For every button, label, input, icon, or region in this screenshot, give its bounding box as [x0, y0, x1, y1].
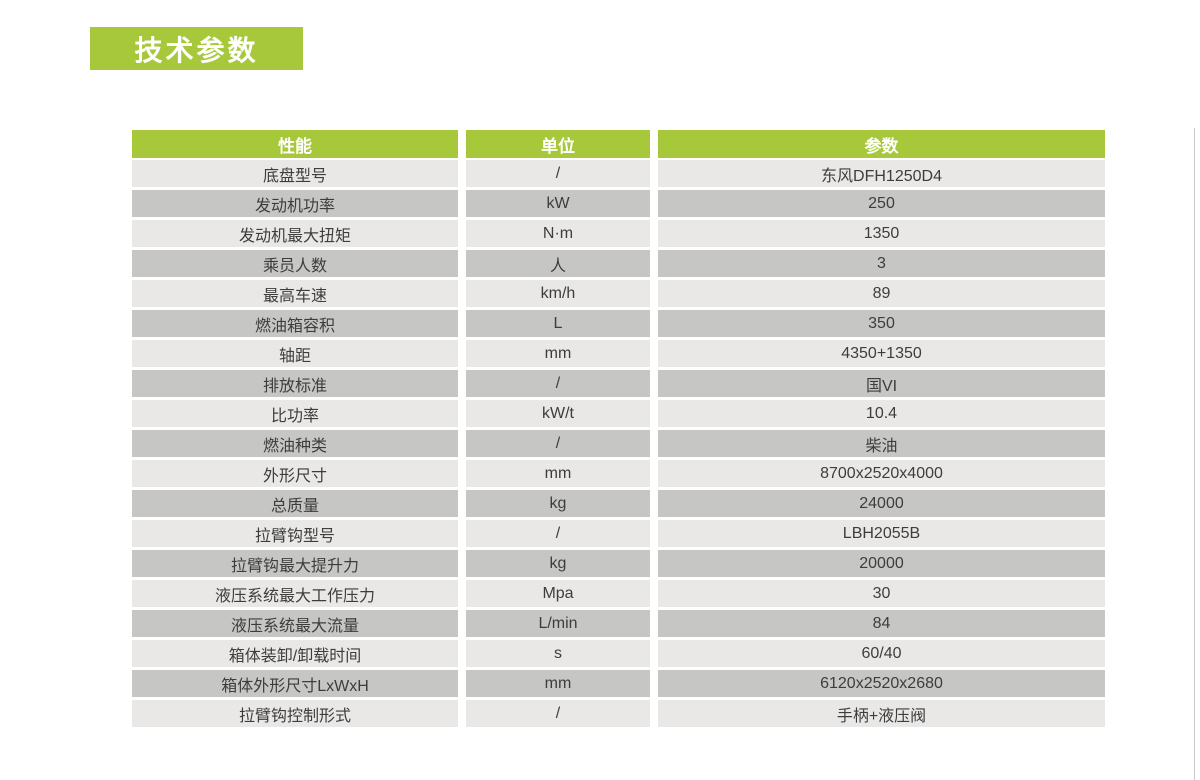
spec-unit-cell: 人	[466, 250, 650, 277]
spec-unit-cell: /	[466, 700, 650, 727]
spec-unit-cell: L/min	[466, 610, 650, 637]
spec-value-cell: 10.4	[658, 400, 1105, 427]
spec-label-cell: 外形尺寸	[132, 460, 458, 487]
spec-label-cell: 箱体装卸/卸载时间	[132, 640, 458, 667]
spec-label-cell: 发动机最大扭矩	[132, 220, 458, 247]
table-row: 拉臂钩最大提升力 kg 20000	[132, 550, 1105, 577]
spec-label-cell: 拉臂钩最大提升力	[132, 550, 458, 577]
table-row: 燃油种类 / 柴油	[132, 430, 1105, 457]
spec-unit-cell: mm	[466, 460, 650, 487]
spec-label-cell: 拉臂钩控制形式	[132, 700, 458, 727]
spec-label-cell: 比功率	[132, 400, 458, 427]
spec-value-cell: 3	[658, 250, 1105, 277]
table-row: 拉臂钩控制形式 / 手柄+液压阀	[132, 700, 1105, 727]
table-row: 液压系统最大工作压力 Mpa 30	[132, 580, 1105, 607]
spec-label-cell: 发动机功率	[132, 190, 458, 217]
table-header-row: 性能 单位 参数	[132, 130, 1105, 158]
spec-label-cell: 乘员人数	[132, 250, 458, 277]
spec-unit-cell: /	[466, 520, 650, 547]
table-row: 箱体装卸/卸载时间 s 60/40	[132, 640, 1105, 667]
spec-unit-cell: s	[466, 640, 650, 667]
column-header-performance: 性能	[132, 130, 458, 158]
table-row: 轴距 mm 4350+1350	[132, 340, 1105, 367]
column-header-parameter: 参数	[658, 130, 1105, 158]
column-header-unit: 单位	[466, 130, 650, 158]
table-row: 乘员人数人 3	[132, 250, 1105, 277]
table-row: 箱体外形尺寸LxWxH mm 6120x2520x2680	[132, 670, 1105, 697]
spec-value-cell: 60/40	[658, 640, 1105, 667]
spec-value-cell: 350	[658, 310, 1105, 337]
spec-label-cell: 底盘型号	[132, 160, 458, 187]
spec-label-cell: 最高车速	[132, 280, 458, 307]
table-row: 发动机功率 kW 250	[132, 190, 1105, 217]
spec-value-cell: 89	[658, 280, 1105, 307]
table-row: 比功率 kW/t 10.4	[132, 400, 1105, 427]
spec-label-cell: 排放标准	[132, 370, 458, 397]
spec-label-cell: 轴距	[132, 340, 458, 367]
spec-value-cell: 8700x2520x4000	[658, 460, 1105, 487]
spec-value-cell: 4350+1350	[658, 340, 1105, 367]
spec-unit-cell: kg	[466, 490, 650, 517]
spec-label-cell: 总质量	[132, 490, 458, 517]
spec-unit-cell: kW	[466, 190, 650, 217]
spec-label-cell: 液压系统最大工作压力	[132, 580, 458, 607]
table-row: 底盘型号 / 东风DFH1250D4	[132, 160, 1105, 187]
spec-unit-cell: kg	[466, 550, 650, 577]
spec-unit-cell: L	[466, 310, 650, 337]
spec-unit-cell: /	[466, 370, 650, 397]
page-title: 技术参数	[90, 27, 303, 70]
spec-label-cell: 液压系统最大流量	[132, 610, 458, 637]
spec-value-cell: 手柄+液压阀	[658, 700, 1105, 727]
table-row: 总质量 kg 24000	[132, 490, 1105, 517]
table-row: 外形尺寸 mm 8700x2520x4000	[132, 460, 1105, 487]
spec-unit-cell: /	[466, 160, 650, 187]
spec-value-cell: 柴油	[658, 430, 1105, 457]
spec-label-cell: 燃油箱容积	[132, 310, 458, 337]
table-row: 液压系统最大流量 L/min 84	[132, 610, 1105, 637]
table-row: 最高车速 km/h 89	[132, 280, 1105, 307]
spec-value-cell: 84	[658, 610, 1105, 637]
spec-unit-cell: N·m	[466, 220, 650, 247]
spec-unit-cell: /	[466, 430, 650, 457]
spec-value-cell: 国VI	[658, 370, 1105, 397]
spec-value-cell: 1350	[658, 220, 1105, 247]
spec-value-cell: 30	[658, 580, 1105, 607]
table-body: 底盘型号 / 东风DFH1250D4 发动机功率 kW 250 发动机最大扭矩 N·m 1350…	[132, 160, 1105, 727]
spec-label-cell: 箱体外形尺寸LxWxH	[132, 670, 458, 697]
spec-table: 性能 单位 参数 底盘型号 / 东风DFH1250D4 发动机功率 kW 250 发动机最大…	[132, 130, 1105, 730]
spec-unit-cell: mm	[466, 670, 650, 697]
spec-label-cell: 拉臂钩型号	[132, 520, 458, 547]
spec-value-cell: 250	[658, 190, 1105, 217]
spec-label-cell: 燃油种类	[132, 430, 458, 457]
spec-unit-cell: km/h	[466, 280, 650, 307]
table-row: 发动机最大扭矩 N·m 1350	[132, 220, 1105, 247]
spec-value-cell: 6120x2520x2680	[658, 670, 1105, 697]
spec-value-cell: 东风DFH1250D4	[658, 160, 1105, 187]
table-row: 燃油箱容积 L 350	[132, 310, 1105, 337]
table-row: 排放标准 / 国VI	[132, 370, 1105, 397]
spec-value-cell: LBH2055B	[658, 520, 1105, 547]
page-edge-line	[1194, 128, 1195, 780]
spec-unit-cell: Mpa	[466, 580, 650, 607]
spec-value-cell: 20000	[658, 550, 1105, 577]
spec-unit-cell: kW/t	[466, 400, 650, 427]
table-row: 拉臂钩型号 / LBH2055B	[132, 520, 1105, 547]
spec-unit-cell: mm	[466, 340, 650, 367]
page-title-label: 技术参数	[134, 34, 259, 66]
spec-value-cell: 24000	[658, 490, 1105, 517]
